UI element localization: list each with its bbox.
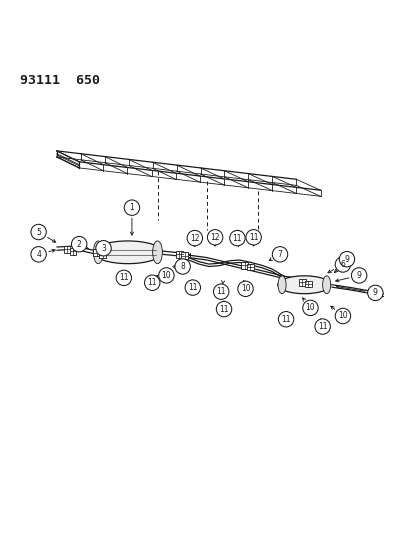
- Circle shape: [216, 301, 231, 317]
- Text: 1: 1: [129, 203, 134, 212]
- Text: 10: 10: [240, 284, 250, 293]
- Ellipse shape: [278, 276, 285, 294]
- Ellipse shape: [322, 276, 330, 294]
- Circle shape: [124, 200, 139, 215]
- Text: 5: 5: [36, 228, 41, 237]
- Text: 10: 10: [305, 303, 315, 312]
- Text: 11: 11: [219, 304, 228, 313]
- Text: 9: 9: [372, 288, 377, 297]
- Circle shape: [335, 257, 350, 272]
- Bar: [241, 262, 247, 269]
- Text: 11: 11: [281, 315, 290, 324]
- Text: 11: 11: [232, 233, 242, 243]
- Circle shape: [158, 268, 174, 283]
- Circle shape: [31, 247, 46, 262]
- Circle shape: [314, 319, 330, 334]
- Text: 11: 11: [119, 273, 128, 282]
- Bar: [64, 246, 70, 253]
- Circle shape: [338, 252, 354, 267]
- Bar: [181, 252, 188, 259]
- Ellipse shape: [93, 241, 162, 264]
- Bar: [93, 249, 100, 256]
- Circle shape: [229, 230, 244, 246]
- Circle shape: [116, 270, 131, 286]
- Text: 11: 11: [248, 233, 258, 242]
- Circle shape: [31, 224, 46, 240]
- Text: 8: 8: [180, 262, 185, 271]
- Text: 11: 11: [188, 283, 197, 292]
- Text: 9: 9: [356, 271, 361, 280]
- Circle shape: [187, 230, 202, 246]
- Text: 7: 7: [277, 250, 282, 259]
- Circle shape: [367, 285, 382, 301]
- Ellipse shape: [278, 276, 330, 294]
- Text: 4: 4: [36, 250, 41, 259]
- Circle shape: [278, 311, 293, 327]
- Circle shape: [272, 247, 287, 262]
- Text: 2: 2: [77, 240, 81, 249]
- Circle shape: [302, 300, 318, 316]
- Circle shape: [237, 281, 253, 296]
- Circle shape: [213, 284, 228, 300]
- Text: 11: 11: [317, 322, 327, 331]
- Text: 11: 11: [216, 287, 225, 296]
- Circle shape: [95, 240, 111, 256]
- Circle shape: [245, 230, 261, 245]
- Bar: [99, 252, 106, 258]
- Bar: [70, 248, 76, 255]
- Ellipse shape: [93, 241, 103, 264]
- Bar: [304, 281, 311, 287]
- Text: 12: 12: [210, 233, 219, 242]
- Bar: [298, 279, 305, 286]
- Text: 10: 10: [161, 271, 171, 280]
- Text: 12: 12: [190, 233, 199, 243]
- Bar: [176, 251, 182, 257]
- Text: 11: 11: [147, 278, 157, 287]
- Text: 10: 10: [337, 311, 347, 320]
- Circle shape: [71, 237, 87, 252]
- Text: 93111  650: 93111 650: [20, 74, 100, 87]
- Circle shape: [185, 280, 200, 295]
- Circle shape: [351, 268, 366, 283]
- Text: 3: 3: [101, 244, 106, 253]
- Circle shape: [175, 259, 190, 274]
- Circle shape: [144, 275, 159, 290]
- Text: 9: 9: [344, 255, 349, 264]
- Bar: [247, 264, 253, 270]
- Circle shape: [207, 230, 222, 245]
- Text: 6: 6: [339, 260, 344, 269]
- Ellipse shape: [152, 241, 162, 264]
- Circle shape: [335, 308, 350, 324]
